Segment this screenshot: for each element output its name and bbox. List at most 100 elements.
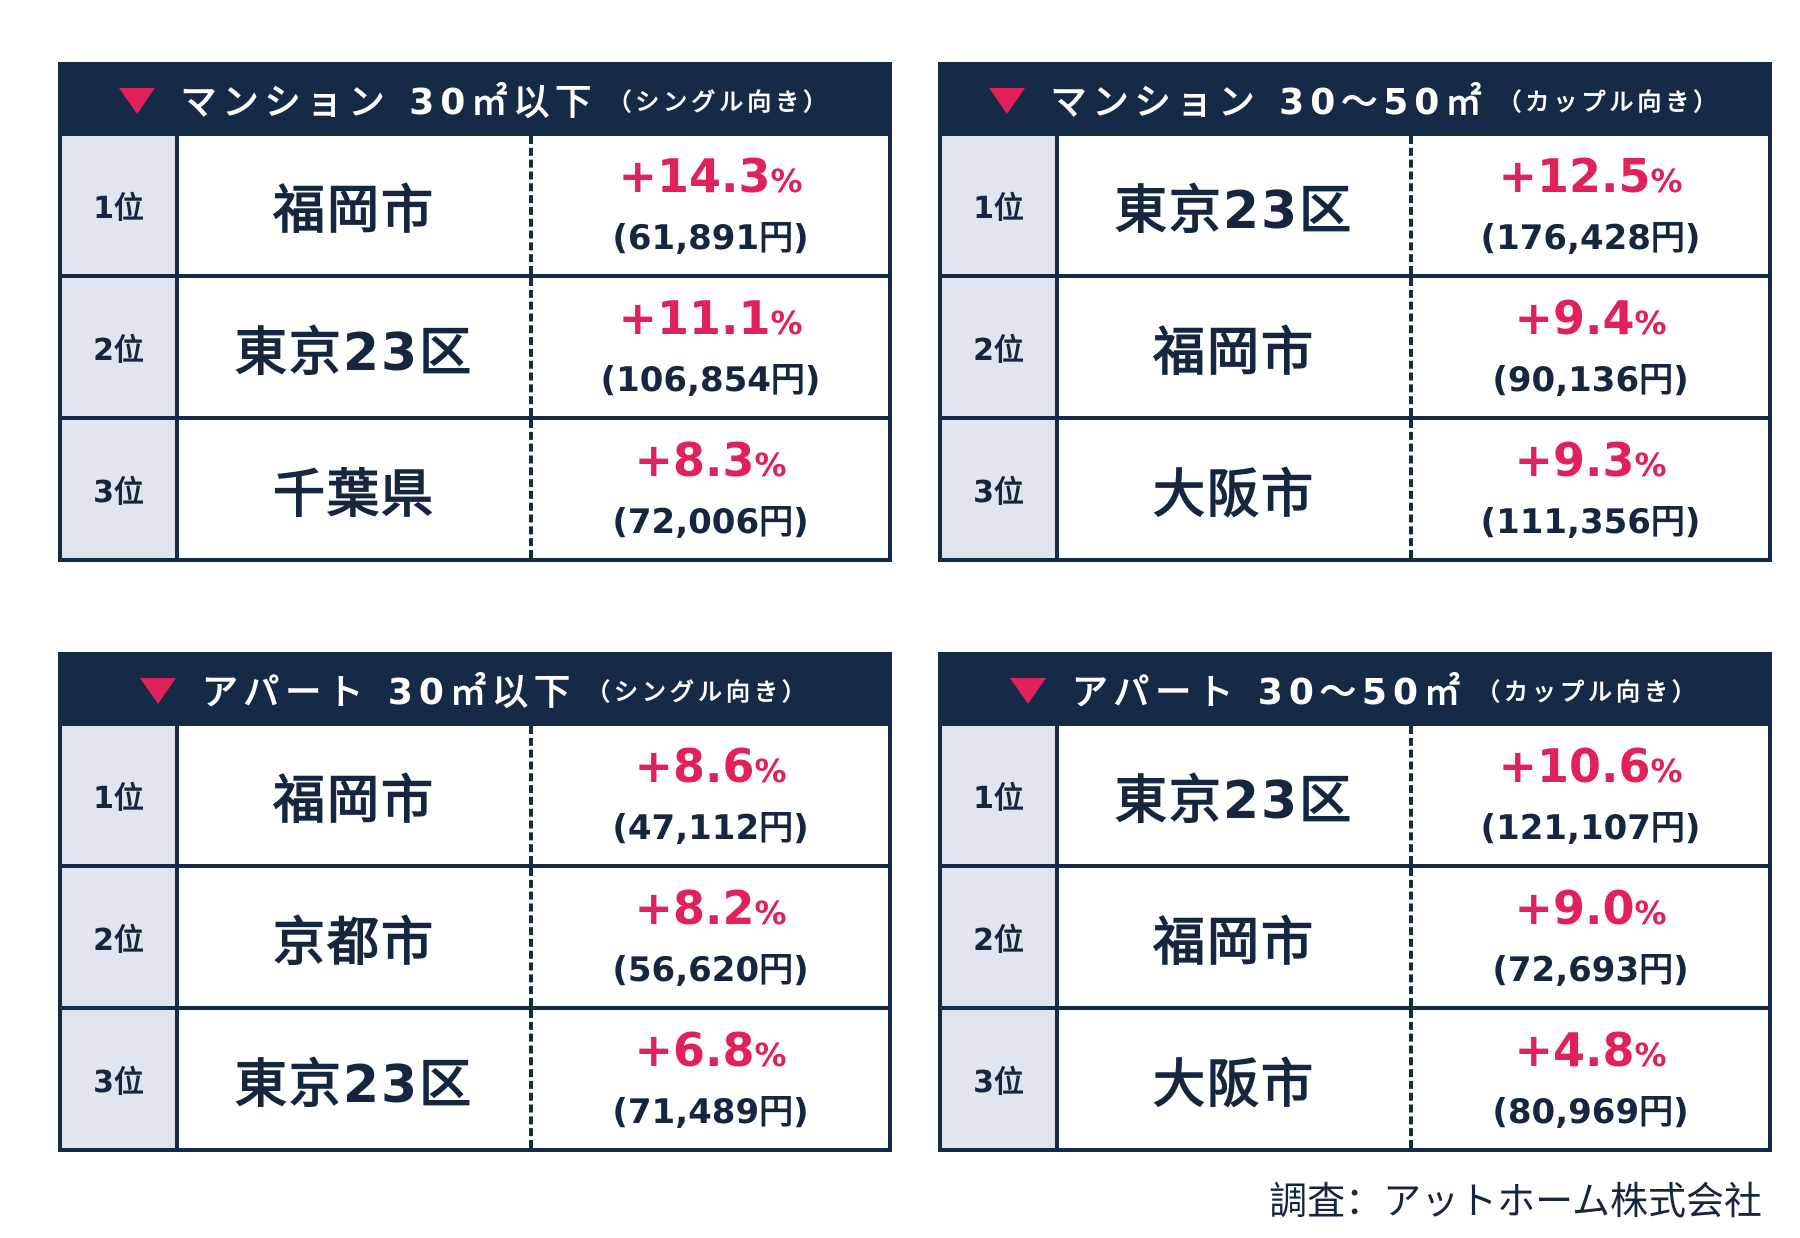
rent-amount: (72,006円) bbox=[612, 501, 809, 542]
percent-change: +9.0% bbox=[1514, 883, 1666, 934]
rank-label: 3位 bbox=[62, 1010, 179, 1148]
table-row: 1位 福岡市 +14.3% (61,891円) bbox=[62, 136, 888, 274]
percent-change: +12.5% bbox=[1498, 151, 1682, 202]
percent-value: +4.8 bbox=[1514, 1023, 1635, 1078]
rent-amount: (47,112円) bbox=[612, 807, 809, 848]
panel-header: アパート 30～50㎡ （カップル向き） bbox=[938, 652, 1772, 726]
city-name: 福岡市 bbox=[1059, 278, 1413, 416]
value-cell: +12.5% (176,428円) bbox=[1413, 136, 1768, 274]
city-name: 大阪市 bbox=[1059, 1010, 1413, 1148]
percent-change: +4.8% bbox=[1514, 1025, 1666, 1076]
rent-amount: (121,107円) bbox=[1480, 807, 1701, 848]
rent-amount: (72,693円) bbox=[1492, 949, 1689, 990]
percent-sign: % bbox=[1650, 162, 1683, 201]
rent-amount: (80,969円) bbox=[1492, 1091, 1689, 1132]
panel-mansion-single: マンション 30㎡以下 （シングル向き） 1位 福岡市 +14.3% (61,8… bbox=[58, 62, 892, 562]
rent-amount: (61,891円) bbox=[612, 217, 809, 258]
panel-title: マンション 30㎡以下 bbox=[180, 82, 598, 123]
percent-value: +8.2 bbox=[634, 881, 755, 936]
percent-change: +6.8% bbox=[634, 1025, 786, 1076]
ranking-table: 1位 福岡市 +8.6% (47,112円) 2位 京都市 +8.2% (56,… bbox=[58, 726, 892, 1152]
panel-subtitle: （シングル向き） bbox=[585, 677, 810, 706]
percent-value: +8.3 bbox=[634, 433, 755, 488]
percent-sign: % bbox=[754, 1036, 787, 1075]
panel-header: アパート 30㎡以下 （シングル向き） bbox=[58, 652, 892, 726]
city-name: 千葉県 bbox=[179, 420, 533, 558]
value-cell: +8.6% (47,112円) bbox=[533, 726, 888, 864]
ranking-table: 1位 福岡市 +14.3% (61,891円) 2位 東京23区 +11.1% … bbox=[58, 136, 892, 562]
city-name: 東京23区 bbox=[179, 278, 533, 416]
rank-label: 3位 bbox=[942, 420, 1059, 558]
percent-sign: % bbox=[754, 752, 787, 791]
panel-title: マンション 30～50㎡ bbox=[1050, 82, 1488, 123]
rank-label: 1位 bbox=[62, 136, 179, 274]
percent-sign: % bbox=[754, 446, 787, 485]
percent-sign: % bbox=[1634, 446, 1667, 485]
percent-sign: % bbox=[1634, 304, 1667, 343]
percent-value: +6.8 bbox=[634, 1023, 755, 1078]
table-row: 2位 福岡市 +9.0% (72,693円) bbox=[942, 864, 1768, 1006]
percent-sign: % bbox=[1634, 894, 1667, 933]
city-name: 東京23区 bbox=[1059, 726, 1413, 864]
rank-label: 1位 bbox=[942, 136, 1059, 274]
percent-sign: % bbox=[1650, 752, 1683, 791]
value-cell: +9.0% (72,693円) bbox=[1413, 868, 1768, 1006]
table-row: 3位 東京23区 +6.8% (71,489円) bbox=[62, 1006, 888, 1148]
rank-label: 2位 bbox=[942, 278, 1059, 416]
ranking-table: 1位 東京23区 +12.5% (176,428円) 2位 福岡市 +9.4% … bbox=[938, 136, 1772, 562]
percent-value: +9.3 bbox=[1514, 433, 1635, 488]
rent-amount: (106,854円) bbox=[600, 359, 821, 400]
table-row: 2位 京都市 +8.2% (56,620円) bbox=[62, 864, 888, 1006]
rank-label: 1位 bbox=[942, 726, 1059, 864]
percent-change: +14.3% bbox=[618, 151, 802, 202]
percent-change: +8.3% bbox=[634, 435, 786, 486]
percent-value: +9.0 bbox=[1514, 881, 1635, 936]
percent-sign: % bbox=[754, 894, 787, 933]
value-cell: +6.8% (71,489円) bbox=[533, 1010, 888, 1148]
rent-amount: (176,428円) bbox=[1480, 217, 1701, 258]
percent-change: +9.3% bbox=[1514, 435, 1666, 486]
value-cell: +9.4% (90,136円) bbox=[1413, 278, 1768, 416]
table-row: 2位 東京23区 +11.1% (106,854円) bbox=[62, 274, 888, 416]
percent-change: +10.6% bbox=[1498, 741, 1682, 792]
value-cell: +11.1% (106,854円) bbox=[533, 278, 888, 416]
rank-label: 2位 bbox=[62, 278, 179, 416]
rent-amount: (56,620円) bbox=[612, 949, 809, 990]
percent-sign: % bbox=[1634, 1036, 1667, 1075]
value-cell: +9.3% (111,356円) bbox=[1413, 420, 1768, 558]
rank-label: 2位 bbox=[62, 868, 179, 1006]
city-name: 大阪市 bbox=[1059, 420, 1413, 558]
value-cell: +8.2% (56,620円) bbox=[533, 868, 888, 1006]
percent-sign: % bbox=[770, 162, 803, 201]
panel-apartment-couple: アパート 30～50㎡ （カップル向き） 1位 東京23区 +10.6% (12… bbox=[938, 652, 1772, 1152]
percent-sign: % bbox=[770, 304, 803, 343]
value-cell: +14.3% (61,891円) bbox=[533, 136, 888, 274]
rank-label: 1位 bbox=[62, 726, 179, 864]
rent-amount: (71,489円) bbox=[612, 1091, 809, 1132]
city-name: 福岡市 bbox=[1059, 868, 1413, 1006]
value-cell: +10.6% (121,107円) bbox=[1413, 726, 1768, 864]
rent-amount: (111,356円) bbox=[1480, 501, 1701, 542]
percent-value: +11.1 bbox=[618, 291, 771, 346]
panel-subtitle: （シングル向き） bbox=[607, 87, 832, 116]
percent-value: +12.5 bbox=[1498, 149, 1651, 204]
panel-title: アパート 30～50㎡ bbox=[1071, 672, 1466, 713]
percent-change: +8.2% bbox=[634, 883, 786, 934]
ranking-table: 1位 東京23区 +10.6% (121,107円) 2位 福岡市 +9.0% … bbox=[938, 726, 1772, 1152]
table-row: 3位 大阪市 +9.3% (111,356円) bbox=[942, 416, 1768, 558]
table-row: 1位 福岡市 +8.6% (47,112円) bbox=[62, 726, 888, 864]
panel-title: アパート 30㎡以下 bbox=[202, 672, 576, 713]
table-row: 1位 東京23区 +10.6% (121,107円) bbox=[942, 726, 1768, 864]
rank-label: 3位 bbox=[62, 420, 179, 558]
city-name: 東京23区 bbox=[179, 1010, 533, 1148]
percent-value: +10.6 bbox=[1498, 739, 1651, 794]
panel-subtitle: （カップル向き） bbox=[1497, 87, 1722, 116]
city-name: 福岡市 bbox=[179, 726, 533, 864]
percent-change: +8.6% bbox=[634, 741, 786, 792]
source-credit: 調査：アットホーム株式会社 bbox=[1269, 1179, 1762, 1223]
percent-value: +9.4 bbox=[1514, 291, 1635, 346]
table-row: 3位 大阪市 +4.8% (80,969円) bbox=[942, 1006, 1768, 1148]
triangle-down-icon bbox=[118, 88, 155, 114]
percent-value: +8.6 bbox=[634, 739, 755, 794]
city-name: 京都市 bbox=[179, 868, 533, 1006]
